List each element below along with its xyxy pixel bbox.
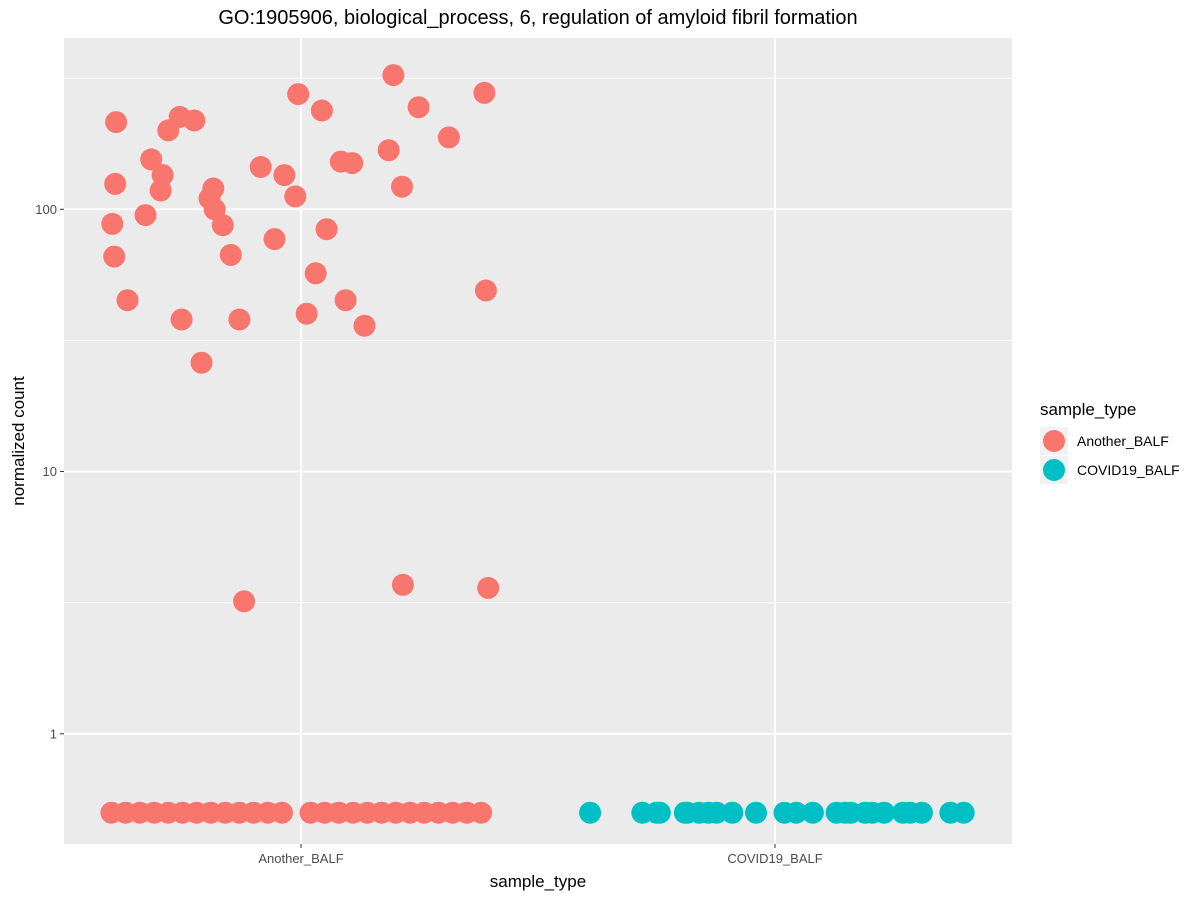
data-point <box>170 308 193 331</box>
y-tick-label: 1 <box>50 726 57 741</box>
data-point <box>134 204 157 227</box>
data-point <box>353 314 376 337</box>
data-point <box>391 573 414 596</box>
data-point <box>648 801 671 824</box>
y-tick-label: 100 <box>35 202 57 217</box>
legend-swatch <box>1043 459 1065 481</box>
x-axis-title: sample_type <box>490 872 586 891</box>
data-point <box>249 156 272 178</box>
x-tick-label: Another_BALF <box>258 851 343 866</box>
data-point <box>391 175 413 198</box>
data-point <box>295 302 318 325</box>
data-point <box>310 99 333 122</box>
data-point <box>101 212 124 235</box>
data-point <box>745 801 767 824</box>
data-point <box>899 801 922 824</box>
chart-title: GO:1905906, biological_process, 6, regul… <box>218 7 857 29</box>
legend-title: sample_type <box>1040 400 1136 419</box>
legend-swatch <box>1043 430 1065 452</box>
data-point <box>104 172 127 195</box>
data-point <box>233 590 256 613</box>
data-point <box>284 185 307 208</box>
data-point <box>470 801 493 824</box>
data-point <box>721 801 744 824</box>
data-point <box>151 164 174 187</box>
data-point <box>579 801 602 824</box>
data-point <box>273 164 296 187</box>
plot-panel <box>64 38 1012 844</box>
data-point <box>140 148 163 171</box>
data-point <box>183 109 206 132</box>
data-point <box>382 64 405 87</box>
data-point <box>211 214 234 237</box>
data-point <box>315 218 338 241</box>
data-point <box>407 96 430 119</box>
data-point <box>287 83 310 106</box>
y-tick-label: 10 <box>43 464 57 479</box>
data-point <box>105 111 128 134</box>
legend: sample_type Another_BALF COVID19_BALF <box>1040 400 1180 484</box>
data-point <box>103 245 126 268</box>
data-point <box>834 801 857 824</box>
data-point <box>473 81 496 104</box>
data-point <box>190 351 213 374</box>
legend-label: COVID19_BALF <box>1077 462 1180 478</box>
data-point <box>263 228 286 251</box>
data-point <box>271 801 293 824</box>
data-point <box>116 289 139 312</box>
data-point <box>377 139 400 162</box>
data-point <box>437 126 460 149</box>
data-point <box>228 308 251 331</box>
data-point <box>477 576 500 599</box>
data-point <box>334 289 357 312</box>
data-point <box>952 801 975 824</box>
y-axis-title: normalized count <box>9 376 28 506</box>
data-point <box>202 177 225 200</box>
data-point <box>219 243 242 266</box>
data-point <box>785 801 808 824</box>
legend-label: Another_BALF <box>1077 433 1169 449</box>
data-point <box>304 262 327 285</box>
data-point <box>705 801 728 824</box>
data-point <box>861 801 884 824</box>
data-points <box>100 64 975 824</box>
data-point <box>676 801 699 824</box>
data-point <box>801 801 824 824</box>
data-point <box>341 152 364 175</box>
axes: 1 10 100 Another_BALF COVID19_BALF <box>35 202 822 866</box>
data-point <box>474 279 497 302</box>
x-tick-label: COVID19_BALF <box>727 851 822 866</box>
